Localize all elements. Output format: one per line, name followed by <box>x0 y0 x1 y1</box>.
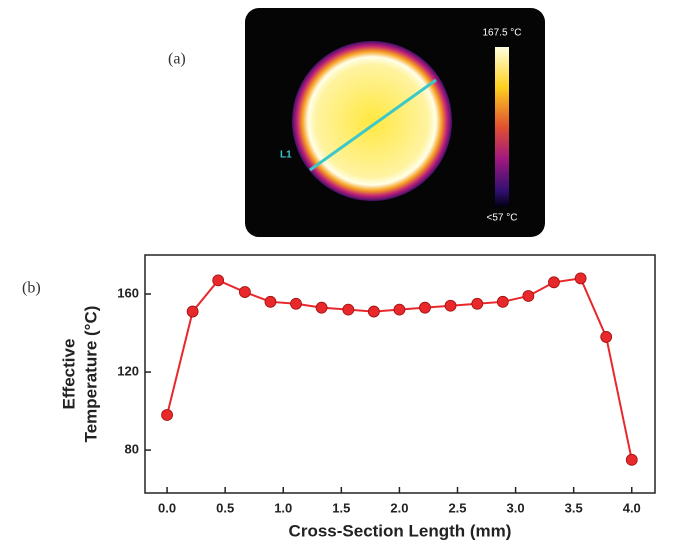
data-point <box>601 331 612 342</box>
data-point <box>265 296 276 307</box>
panel-label: (b) <box>22 280 41 297</box>
data-point <box>575 273 586 284</box>
x-axis-label: Cross-Section Length (mm) <box>289 521 512 540</box>
data-point <box>213 275 224 286</box>
panel-label: (a) <box>168 51 186 68</box>
x-tick-label: 3.0 <box>507 500 525 515</box>
figure: (a) L1 167.5 °C <57 °C (b) Cross-Section… <box>0 0 677 550</box>
colorbar-max: 167.5 °C <box>482 28 521 39</box>
x-tick-label: 2.5 <box>448 500 466 515</box>
data-point <box>445 300 456 311</box>
x-tick-label: 0.5 <box>216 500 234 515</box>
data-point <box>291 298 302 309</box>
colorbar <box>495 47 509 207</box>
data-point <box>316 302 327 313</box>
data-point <box>419 302 430 313</box>
x-tick-label: 3.5 <box>565 500 583 515</box>
line-label: L1 <box>280 150 292 161</box>
y-tick-label: 120 <box>117 363 139 378</box>
data-point <box>523 290 534 301</box>
colorbar-min: <57 °C <box>487 213 518 224</box>
data-point <box>626 454 637 465</box>
data-point <box>497 296 508 307</box>
x-tick-label: 2.0 <box>390 500 408 515</box>
plot-frame <box>145 255 655 493</box>
data-point <box>239 287 250 298</box>
data-point <box>343 304 354 315</box>
x-tick-label: 1.0 <box>274 500 292 515</box>
y-axis-label: Temperature (°C) <box>81 306 100 443</box>
y-tick-label: 160 <box>117 285 139 300</box>
data-point <box>472 298 483 309</box>
data-point <box>394 304 405 315</box>
data-point <box>548 277 559 288</box>
x-tick-label: 4.0 <box>623 500 641 515</box>
x-tick-label: 0.0 <box>158 500 176 515</box>
y-tick-label: 80 <box>125 442 139 457</box>
x-tick-label: 1.5 <box>332 500 350 515</box>
data-point <box>162 409 173 420</box>
hot-spot <box>292 41 452 201</box>
data-point <box>368 306 379 317</box>
data-point <box>187 306 198 317</box>
y-axis-label: Effective <box>59 339 78 410</box>
